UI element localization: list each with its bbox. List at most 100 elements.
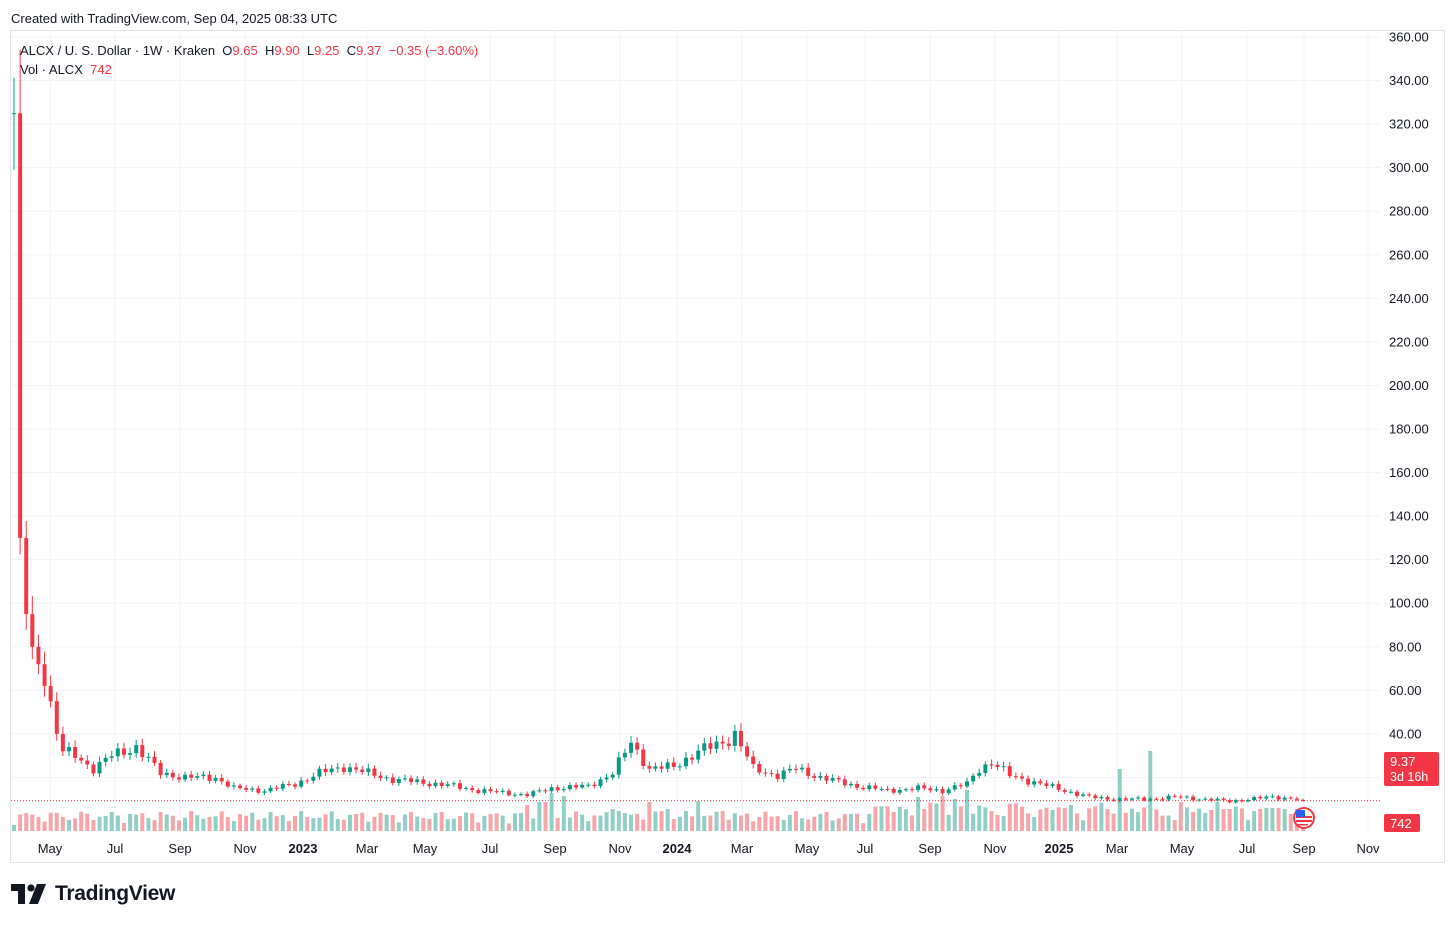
volume-bar — [586, 821, 591, 831]
candle-body — [1301, 799, 1305, 801]
candle-body — [989, 764, 994, 766]
volume-bar — [641, 819, 646, 831]
y-tick-label: 40.00 — [1389, 726, 1422, 741]
volume-bar — [12, 825, 16, 831]
volume-bar — [91, 820, 96, 831]
y-tick-label: 260.00 — [1389, 247, 1429, 262]
last-price-tag[interactable]: 9.37 3d 16h — [1384, 752, 1439, 786]
volume-bar — [415, 816, 420, 831]
candle-body — [238, 785, 243, 789]
candle-body — [531, 791, 536, 797]
candle-body — [60, 733, 65, 752]
volume-bar — [1197, 808, 1202, 831]
volume-bar — [305, 817, 310, 831]
legend-price-row[interactable]: ALCX / U. S. Dollar · 1W · Kraken O9.65 … — [20, 41, 478, 60]
legend-volume-row[interactable]: Vol · ALCX 742 — [20, 60, 478, 79]
volume-bar — [213, 816, 218, 831]
candle-body — [726, 743, 731, 746]
candle-body — [598, 779, 603, 787]
volume-bar — [1081, 820, 1086, 831]
candle-body — [934, 789, 939, 791]
volume-bar — [238, 814, 243, 831]
candle-body — [806, 767, 811, 776]
volume-bar — [714, 811, 719, 831]
candle-body — [1111, 799, 1116, 801]
volume-bar — [574, 811, 579, 831]
candle-body — [861, 787, 866, 790]
volume-bar — [262, 818, 267, 831]
volume-bar — [659, 811, 664, 831]
candle-body — [30, 614, 35, 647]
x-tick-label: Mar — [356, 841, 379, 856]
candle-body — [280, 784, 285, 789]
volume-bar — [910, 815, 915, 831]
candle-body — [665, 762, 670, 769]
candle-body — [983, 764, 988, 773]
volume-bar — [30, 814, 35, 831]
volume-bar — [940, 796, 945, 831]
candle-body — [128, 753, 133, 755]
volume-bar — [158, 812, 163, 831]
volume-bar — [1154, 809, 1159, 831]
x-tick-label: Sep — [1292, 841, 1315, 856]
candle-body — [714, 741, 719, 749]
volume-bar — [983, 807, 988, 831]
candle-body — [268, 787, 273, 792]
candle-body — [519, 793, 524, 795]
candle-body — [1062, 789, 1067, 792]
volume-bar — [445, 819, 450, 831]
created-with-text: Created with TradingView.com, Sep 04, 20… — [11, 11, 338, 26]
candle-body — [390, 777, 395, 784]
candle-body — [1020, 776, 1024, 779]
candle-body — [1294, 798, 1299, 800]
candle-body — [616, 757, 621, 775]
x-tick-label: Jul — [482, 841, 499, 856]
candle-body — [262, 791, 267, 793]
candle-body — [213, 777, 218, 781]
volume-bar — [488, 814, 493, 831]
x-tick-label: May — [413, 841, 438, 856]
volume-bar — [598, 815, 603, 831]
candle-body — [543, 790, 548, 792]
volume-bar — [525, 805, 530, 831]
volume-bar — [482, 815, 487, 831]
volume-bar — [561, 796, 566, 831]
candle-body — [830, 778, 835, 781]
price-axis: 360.00 340.00 320.00 300.00 280.00 260.00 240.… — [1389, 30, 1429, 785]
candle-body — [470, 788, 475, 791]
tradingview-logo[interactable]: TradingView — [11, 882, 175, 906]
candle-body — [818, 776, 823, 778]
us-flag-icon[interactable] — [1293, 807, 1315, 829]
candle-body — [995, 764, 1000, 768]
volume-bar — [543, 802, 548, 831]
candle-body — [1136, 797, 1141, 799]
y-tick-label: 180.00 — [1389, 422, 1429, 437]
volume-bar — [1111, 813, 1116, 831]
volume-bar — [1209, 809, 1214, 831]
volume-bar — [867, 813, 872, 831]
volume-bar — [952, 799, 957, 831]
legend-low-label: L — [306, 43, 315, 58]
volume-bar — [1074, 813, 1079, 831]
volume-bar — [800, 818, 805, 831]
x-tick-label: Sep — [543, 841, 566, 856]
candle-body — [73, 746, 78, 758]
volume-bar — [848, 813, 853, 831]
y-tick-label: 280.00 — [1389, 204, 1429, 219]
volume-bar — [671, 818, 676, 831]
candle-body — [971, 775, 976, 782]
candle-body — [109, 756, 114, 758]
volume-bar — [54, 812, 59, 831]
volume-bar — [494, 813, 499, 831]
candle-body — [910, 789, 915, 791]
volume-bar — [616, 811, 621, 831]
volume-bar — [793, 811, 798, 831]
candle-body — [567, 785, 572, 790]
volume-bar — [24, 813, 29, 831]
candle-body — [121, 748, 126, 755]
candle-body — [574, 785, 579, 788]
candle-body — [415, 779, 420, 783]
candle-body — [244, 788, 249, 790]
candle-body — [183, 774, 188, 780]
